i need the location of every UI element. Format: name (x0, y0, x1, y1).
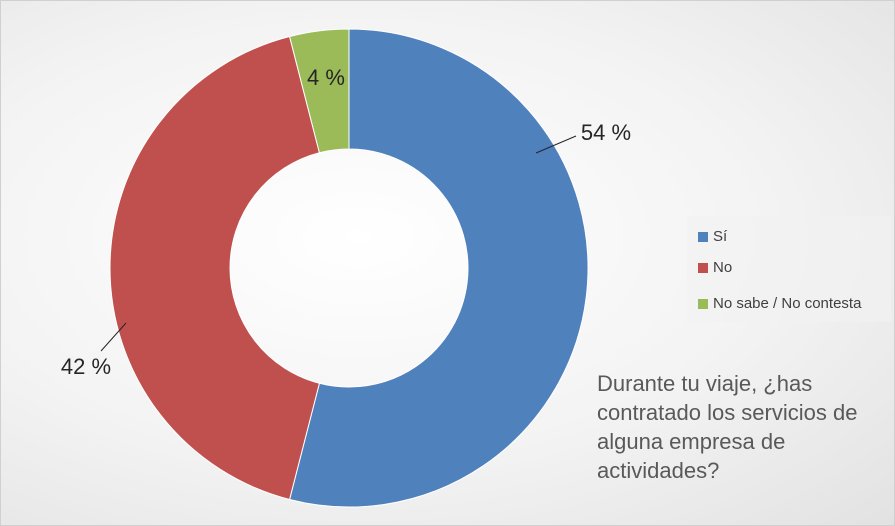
donut-slice (288, 28, 350, 154)
donut-slice (109, 35, 321, 501)
legend-box (687, 216, 891, 322)
legend-swatch (698, 263, 708, 273)
data-label: 42 % (61, 354, 111, 379)
leader-line (535, 135, 577, 154)
legend-swatch (698, 232, 708, 242)
legend-label: No sabe / No contesta (713, 295, 862, 312)
leader-line (100, 322, 127, 352)
legend-label: Sí (713, 228, 728, 245)
legend-swatch (698, 299, 708, 309)
data-label: 54 % (581, 120, 631, 145)
legend-label: No (713, 259, 732, 276)
donut-slice (288, 28, 589, 508)
chart-title: Durante tu viaje, ¿has contratado los se… (597, 371, 858, 483)
data-label: 4 % (307, 65, 345, 90)
